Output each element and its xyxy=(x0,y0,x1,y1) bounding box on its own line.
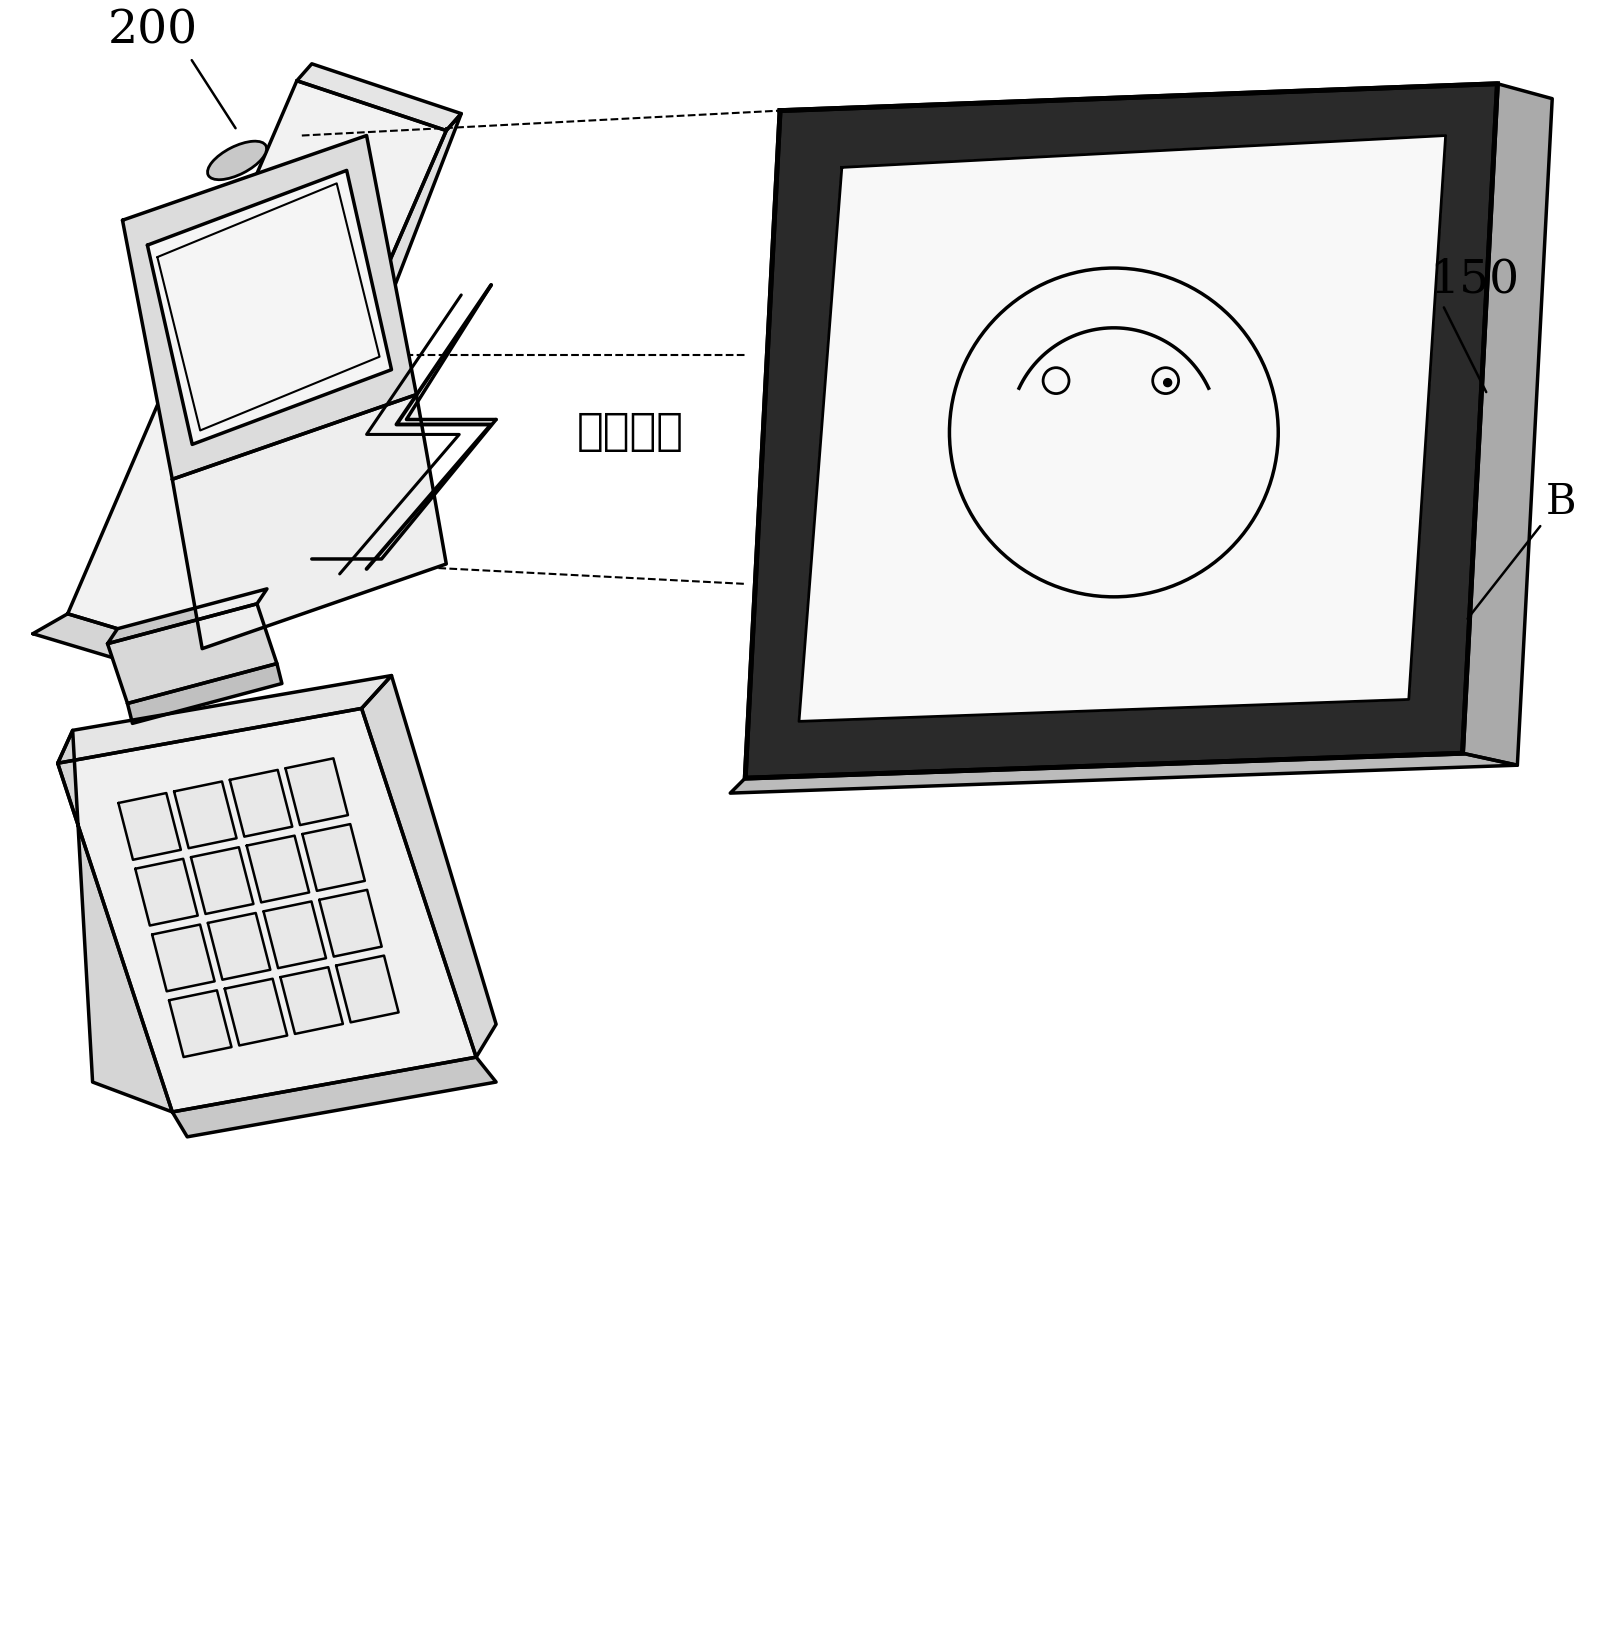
Text: 200: 200 xyxy=(107,8,198,54)
Polygon shape xyxy=(730,754,1517,793)
Polygon shape xyxy=(128,663,283,724)
Polygon shape xyxy=(208,913,270,980)
Polygon shape xyxy=(123,136,417,479)
Polygon shape xyxy=(217,113,462,668)
Polygon shape xyxy=(246,836,310,903)
Polygon shape xyxy=(746,84,1498,778)
Text: B: B xyxy=(1546,481,1576,524)
Polygon shape xyxy=(297,64,462,131)
Polygon shape xyxy=(147,171,391,445)
Polygon shape xyxy=(57,675,391,764)
Ellipse shape xyxy=(208,141,267,179)
Polygon shape xyxy=(319,890,382,957)
Polygon shape xyxy=(34,614,217,678)
Polygon shape xyxy=(172,1057,497,1136)
Polygon shape xyxy=(225,979,287,1046)
Polygon shape xyxy=(57,731,172,1112)
Text: 无线通信: 无线通信 xyxy=(577,410,684,453)
Polygon shape xyxy=(746,84,1498,778)
Polygon shape xyxy=(286,759,348,824)
Polygon shape xyxy=(192,847,254,915)
Polygon shape xyxy=(174,782,236,849)
Polygon shape xyxy=(281,967,343,1034)
Polygon shape xyxy=(107,604,276,703)
Polygon shape xyxy=(118,793,180,860)
Polygon shape xyxy=(57,708,476,1112)
Polygon shape xyxy=(152,924,214,992)
Polygon shape xyxy=(107,589,267,644)
Polygon shape xyxy=(335,956,399,1023)
Text: 150: 150 xyxy=(1429,258,1520,304)
Circle shape xyxy=(1164,379,1172,386)
Polygon shape xyxy=(798,136,1445,721)
Polygon shape xyxy=(230,770,292,837)
Polygon shape xyxy=(169,990,232,1057)
Polygon shape xyxy=(172,394,446,649)
Polygon shape xyxy=(1463,84,1552,765)
Polygon shape xyxy=(264,901,326,969)
Polygon shape xyxy=(302,824,364,892)
Polygon shape xyxy=(361,675,497,1057)
Polygon shape xyxy=(136,859,198,926)
Polygon shape xyxy=(67,80,446,658)
